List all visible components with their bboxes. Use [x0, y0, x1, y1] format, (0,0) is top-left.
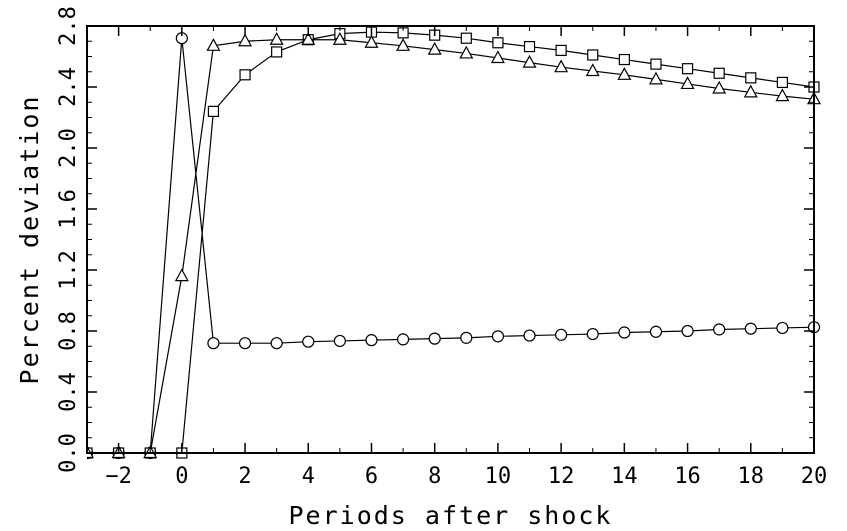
x-tick-label: 14 [611, 464, 638, 489]
square-point [239, 69, 251, 81]
x-tick-label: 0 [175, 464, 188, 489]
y-tick-label: 2.0 [56, 128, 81, 168]
circle-point [681, 324, 694, 338]
circle-point [776, 321, 789, 335]
triangle-point [206, 38, 221, 51]
x-tick-label: 2 [238, 464, 251, 489]
y-axis-label: Percent deviation [15, 95, 44, 385]
x-tick-label: 10 [485, 464, 512, 489]
square-point [681, 63, 694, 75]
circle-point [491, 330, 505, 343]
y-tick-label: 0.0 [56, 433, 81, 473]
triangle-point [174, 268, 189, 282]
triangle-point [522, 54, 537, 68]
triangle-point [269, 31, 284, 45]
circle-point [270, 337, 283, 350]
triangle-point [459, 45, 474, 59]
circle-point [618, 326, 631, 339]
x-tick-label: 18 [738, 464, 765, 489]
triangle-point [332, 31, 347, 45]
triangle-point [712, 80, 727, 94]
circle-point [365, 334, 378, 347]
square-point [555, 44, 567, 57]
circle-point [207, 337, 220, 350]
circle-point [460, 331, 473, 344]
square-point [745, 72, 757, 84]
plot-area-frame [86, 25, 815, 454]
y-tick-label: 0.4 [56, 372, 81, 412]
square-point [713, 67, 725, 79]
y-tick-label: 1.6 [56, 189, 81, 229]
triangle-point [775, 88, 790, 102]
triangle-point [554, 59, 569, 73]
triangle-point [585, 63, 600, 77]
square-point [271, 46, 283, 58]
circle-point [396, 333, 410, 346]
triangle-point [617, 67, 632, 80]
y-tick-label: 1.2 [56, 250, 81, 290]
circle-point [428, 332, 441, 345]
circle-point [238, 337, 252, 350]
x-tick-label: 6 [365, 464, 378, 489]
triangle-point [490, 50, 505, 64]
square-point [207, 105, 220, 118]
triangle-point [680, 76, 695, 90]
square-point [492, 37, 504, 49]
circle-point [586, 327, 599, 341]
x-tick-label: 20 [801, 464, 828, 489]
x-axis-label: Periods after shock [289, 501, 613, 530]
y-axis-tick-labels: 0.0 0.4 0.8 1.2 1.6 2.0 2.4 2.8 [56, 6, 81, 473]
series-circle [87, 32, 821, 460]
square-point [776, 76, 788, 89]
square-point [650, 58, 662, 70]
x-tick-label: 12 [548, 464, 575, 489]
x-tick-label: −2 [105, 464, 132, 489]
series-layer [87, 26, 822, 460]
circle-point [302, 335, 315, 348]
square-point [460, 32, 472, 44]
x-tick-label: 4 [302, 464, 315, 489]
triangle-point [301, 31, 316, 45]
circle-point [744, 322, 757, 335]
circle-point [523, 329, 536, 342]
x-tick-label: 8 [428, 464, 441, 489]
triangle-point [396, 38, 411, 51]
triangle-point [648, 71, 663, 85]
triangle-point [364, 35, 379, 48]
circle-point [649, 325, 663, 338]
circle-point [555, 328, 568, 341]
triangle-point [427, 41, 442, 55]
triangle-point [238, 33, 253, 47]
triangle-point [743, 84, 758, 98]
y-tick-label: 2.8 [56, 6, 81, 46]
square-point [618, 53, 630, 66]
series-line [87, 39, 815, 454]
series-line [87, 31, 815, 454]
square-point [523, 40, 536, 53]
circle-point [333, 334, 346, 348]
y-tick-label: 0.8 [56, 311, 81, 351]
x-tick-label: 16 [674, 464, 701, 489]
square-point [587, 49, 599, 61]
axis-ticks [86, 25, 815, 454]
series-triangle [87, 31, 822, 459]
series-square [87, 26, 820, 459]
series-line [87, 38, 815, 454]
circle-point [713, 323, 726, 336]
y-tick-label: 2.4 [56, 67, 81, 107]
x-axis-tick-labels: −2 0 2 4 6 8 10 12 14 16 18 20 [105, 464, 827, 489]
